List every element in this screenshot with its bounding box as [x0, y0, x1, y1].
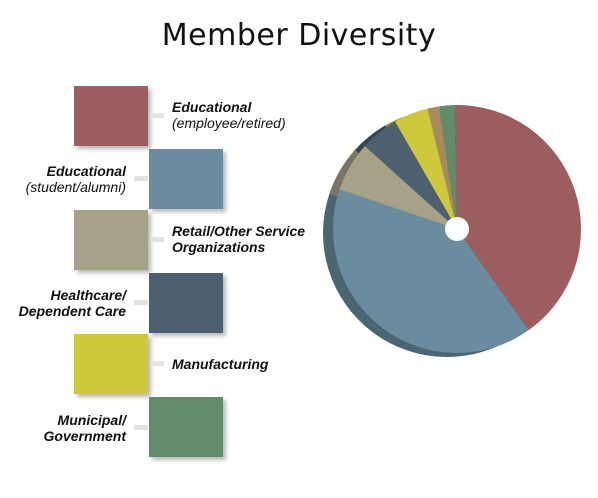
- legend-connector: [134, 425, 148, 430]
- legend-swatch-retail: [74, 210, 148, 270]
- legend-swatch-healthcare: [149, 273, 223, 333]
- legend-label-line1: Retail/Other Service: [172, 223, 306, 239]
- legend-label-line1: Educational: [172, 99, 252, 115]
- pie-chart: [323, 105, 581, 357]
- legend-label-line1: Healthcare/: [50, 287, 126, 303]
- legend-label-line1: Municipal/: [57, 412, 126, 428]
- legend-label-line1: Manufacturing: [172, 356, 269, 372]
- pie-slice: [427, 106, 457, 229]
- legend-swatch-educational-student: [149, 149, 223, 209]
- pie-slice: [333, 189, 529, 353]
- legend-label-line2: (employee/retired): [172, 115, 286, 131]
- pie-slice: [339, 145, 457, 229]
- legend-label-educational-student: Educational (student/alumni): [26, 163, 126, 195]
- pie-slice: [454, 105, 581, 331]
- legend-connector: [150, 361, 164, 366]
- pie-center-hole: [445, 217, 469, 241]
- legend-label-line2: (student/alumni): [25, 179, 126, 195]
- legend-swatch-municipal: [149, 397, 223, 457]
- pie-slice: [364, 121, 457, 229]
- pie-slice: [439, 105, 457, 229]
- chart-title: Member Diversity: [161, 18, 437, 53]
- legend-label-line1: Educational: [46, 163, 126, 179]
- legend-swatch-educational-employee: [74, 86, 148, 146]
- legend-label-healthcare: Healthcare/ Dependent Care: [19, 287, 126, 319]
- legend-connector: [134, 176, 148, 181]
- legend-label-retail: Retail/Other Service Organizations: [172, 223, 305, 255]
- pie-slice: [395, 108, 457, 229]
- legend-label-line2: Organizations: [172, 239, 266, 255]
- legend-label-manufacturing: Manufacturing: [172, 356, 268, 372]
- legend-connector: [150, 113, 164, 118]
- legend-swatch-manufacturing: [74, 334, 148, 394]
- legend-connector: [134, 300, 148, 305]
- legend-label-line2: Government: [43, 428, 126, 444]
- legend-label-educational-employee: Educational (employee/retired): [172, 99, 286, 131]
- legend-connector: [150, 237, 164, 242]
- legend-label-municipal: Municipal/ Government: [44, 412, 126, 444]
- legend-label-line2: Dependent Care: [18, 303, 126, 319]
